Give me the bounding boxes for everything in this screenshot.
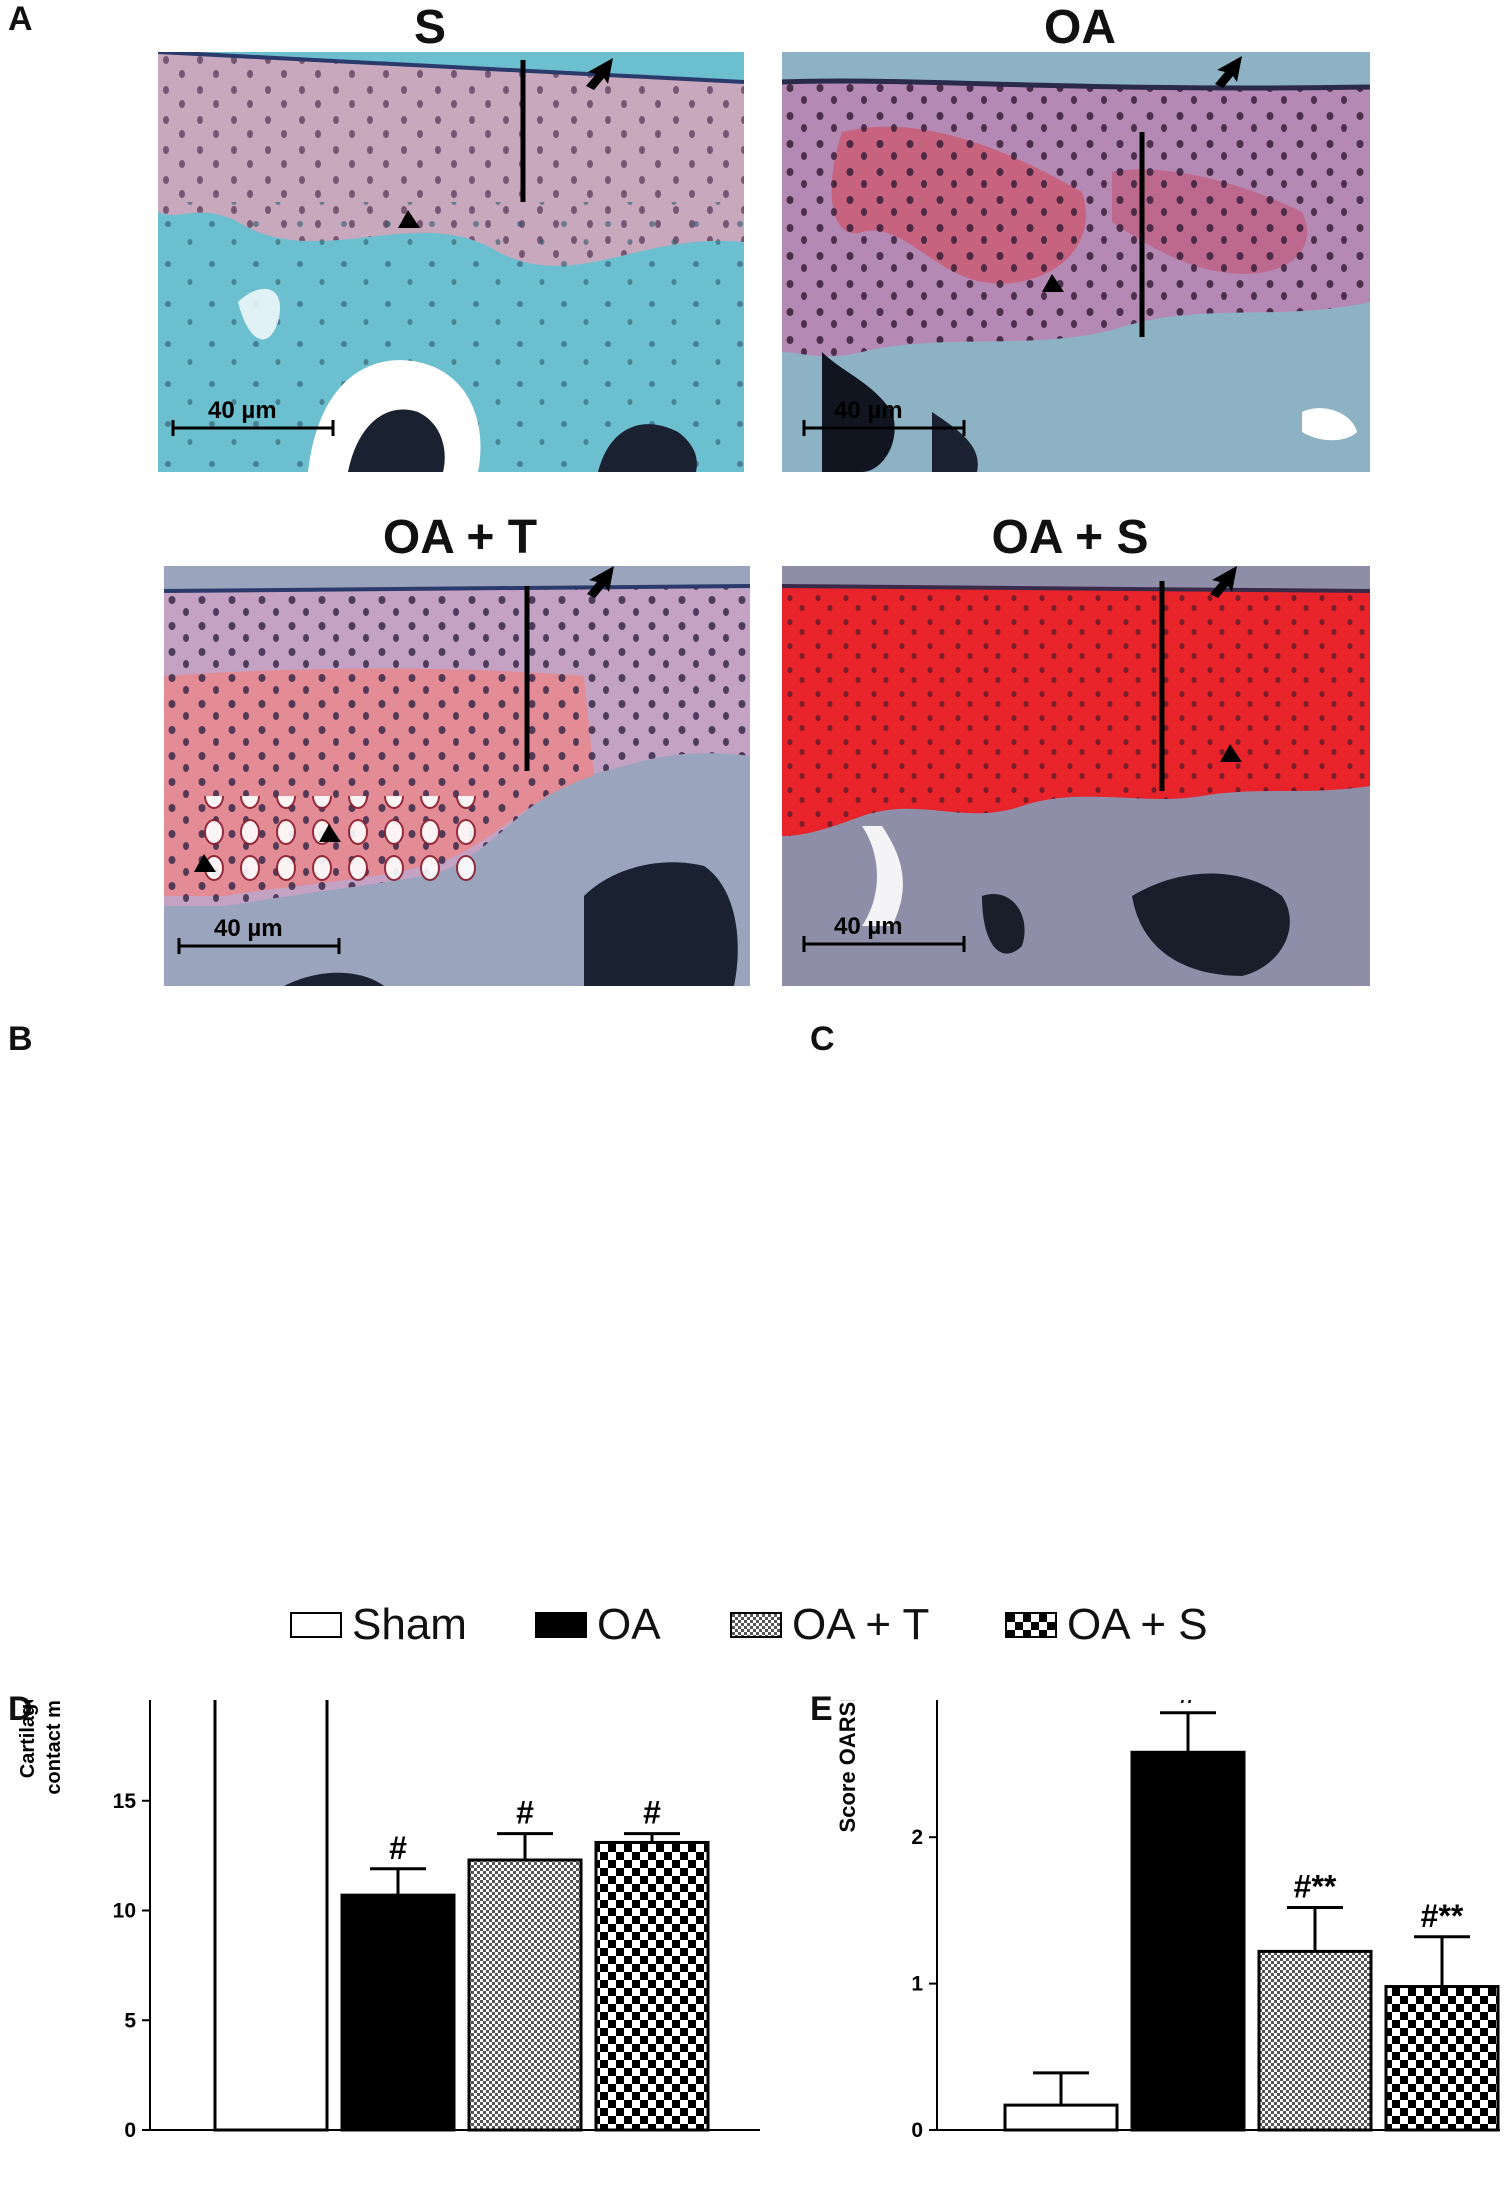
bar-oa-t: [467, 1858, 583, 2132]
micrograph-title-s: S: [413, 1, 446, 54]
micrograph-sham: 40 µm: [158, 52, 744, 472]
significance-label: #: [1179, 1700, 1197, 1710]
y-axis-label: contact measure (µm): [43, 1700, 65, 1795]
panel-label-a: A: [8, 0, 33, 38]
legend-swatch-fill: [1007, 1614, 1055, 1636]
micrograph-oa-s: 40 µm: [782, 566, 1370, 986]
significance-label: #**: [1294, 1868, 1337, 1904]
scale-label-oa-s: 40 µm: [834, 913, 903, 940]
micrograph-oa-t: 40 µm: [164, 566, 750, 986]
bar-sham: [213, 1700, 329, 2132]
legend-item-oa-t: OA + T: [730, 1596, 929, 1654]
y-tick-label: 10: [113, 1900, 136, 1923]
legend-swatch-oa-s: [1005, 1612, 1057, 1638]
legend-swatch-sham: [290, 1612, 342, 1638]
legend-label-sham: Sham: [352, 1600, 467, 1649]
bar-oa-s: [1384, 1985, 1500, 2132]
y-tick-label: 0: [124, 2119, 136, 2142]
significance-label: #: [516, 1795, 534, 1831]
chart-b: 0102030405060708090Chondrocyte mean(with…: [0, 1090, 760, 1560]
y-tick-label: 0: [911, 2119, 923, 2142]
y-axis-label: Score OARSI: [835, 1700, 860, 1832]
significance-label: #: [389, 1830, 407, 1866]
significance-label: #**: [1421, 1898, 1464, 1934]
y-tick-label: 20: [113, 1700, 136, 1703]
y-tick-label: 15: [113, 1790, 137, 1813]
legend-label-oa-t: OA + T: [792, 1600, 930, 1649]
micrograph-title-oa: OA: [1044, 1, 1116, 54]
legend-swatch-oa: [535, 1612, 587, 1638]
legend-label-oa-s: OA + S: [1067, 1600, 1208, 1649]
legend-item-sham: Sham: [290, 1596, 467, 1654]
y-tick-label: 2: [911, 1826, 923, 1849]
y-tick-label: 1: [911, 1973, 923, 1996]
micrograph-title-oa-s: OA + S: [991, 511, 1149, 564]
significance-label: #: [643, 1795, 661, 1831]
bar-sham: [1003, 2103, 1119, 2132]
chart-d: 0510152025303540Cartilage-cartilageconta…: [17, 1700, 760, 2142]
scale-label-sham: 40 µm: [208, 397, 277, 424]
legend-label-oa: OA: [597, 1600, 661, 1649]
legend-item-oa: OA: [535, 1596, 661, 1654]
legend-swatch-fill: [732, 1614, 780, 1636]
panel-label-e: E: [810, 1690, 833, 1728]
legend: Sham OA OA + T OA + S: [290, 1596, 1250, 1654]
bar-oa-t: [1257, 1949, 1373, 2132]
bar-oa-s: [594, 1840, 710, 2132]
legend-swatch-fill: [292, 1614, 340, 1636]
bar-oa: [1130, 1750, 1246, 2132]
panel-label-d: D: [8, 1690, 33, 1728]
legend-swatch-fill: [537, 1614, 585, 1636]
scale-label-oa: 40 µm: [834, 397, 903, 424]
micrograph-title-oa-t: OA + T: [382, 511, 538, 564]
panel-label-c: C: [810, 1020, 835, 1058]
y-tick-label: 3: [911, 1700, 923, 1703]
legend-swatch-oa-t: [730, 1612, 782, 1638]
scale-label-oa-t: 40 µm: [214, 915, 283, 942]
panel-label-b: B: [8, 1020, 33, 1058]
chart-e: 012345Score OARSI##**#**: [835, 1700, 1500, 2142]
y-axis-label: Cartilage-cartilage: [17, 1700, 39, 1778]
micrograph-oa: 40 µm: [782, 52, 1370, 472]
bar-oa: [340, 1893, 456, 2132]
y-tick-label: 5: [124, 2009, 136, 2032]
legend-item-oa-s: OA + S: [1005, 1596, 1208, 1654]
chart-c: 0102030405060708090100110Cartilage thick…: [800, 1090, 1500, 1560]
